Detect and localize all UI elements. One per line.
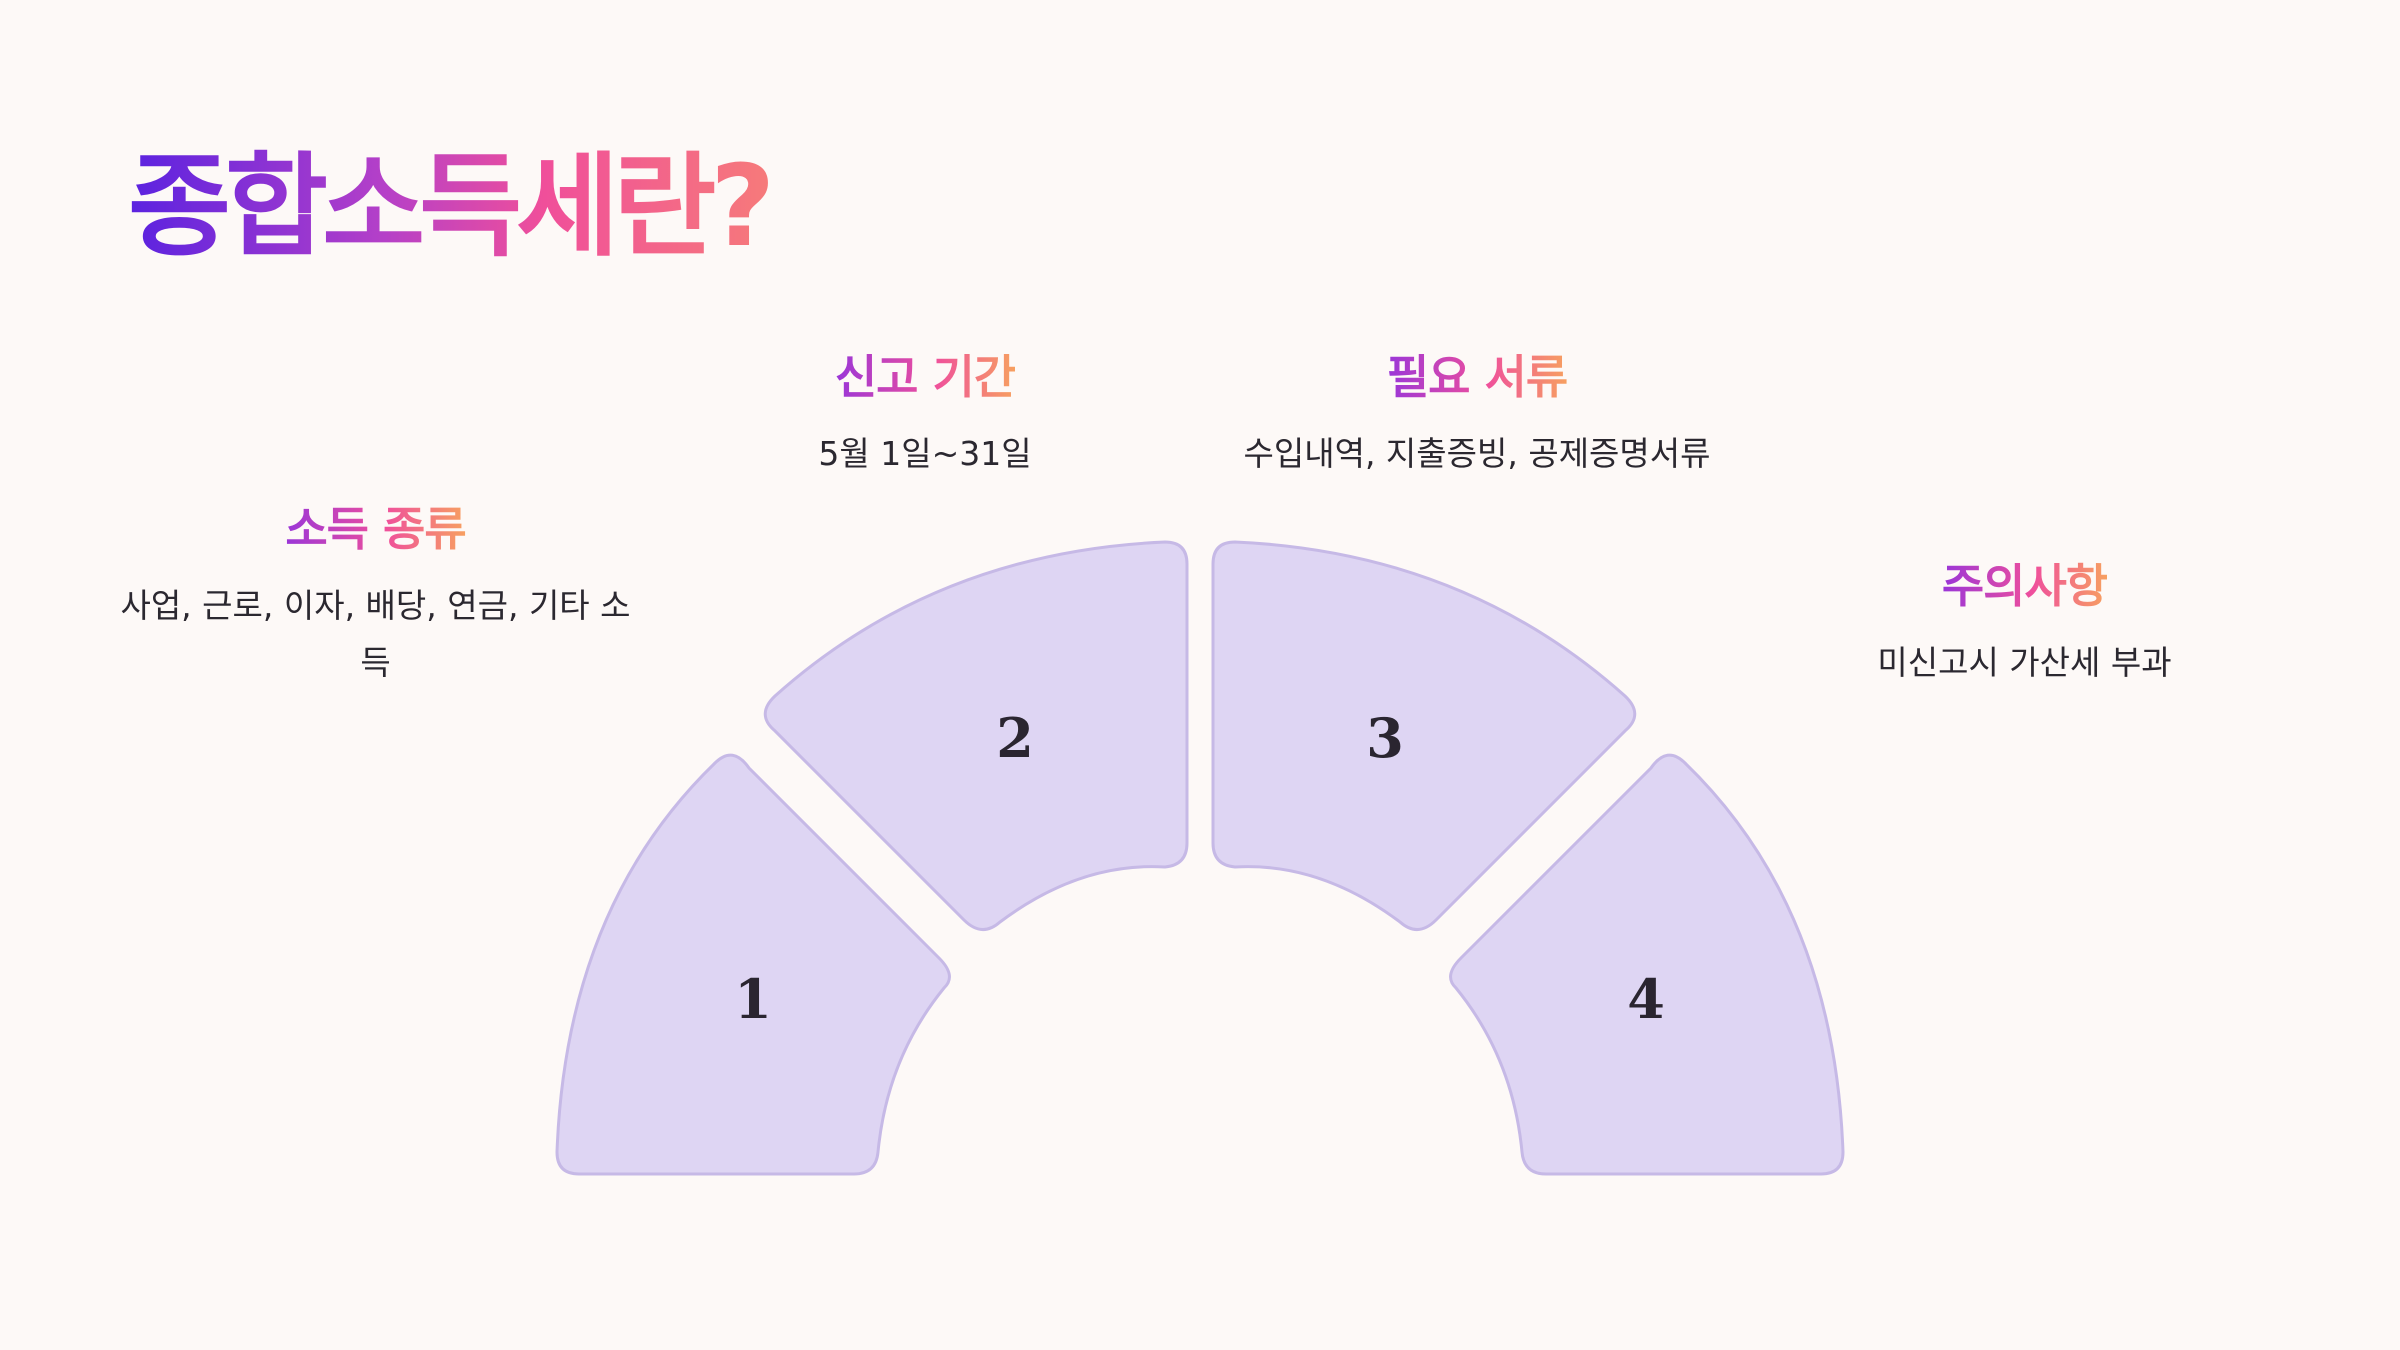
label-income-types-heading: 소득 종류 [285, 500, 466, 560]
segment-2-shape [763, 540, 1189, 931]
label-income-types-description: 사업, 근로, 이자, 배당, 연금, 기타 소득 [120, 585, 631, 682]
label-required-documents: 필요 서류 수입내역, 지출증빙, 공제증명서류 [1177, 348, 1777, 483]
page-title: 종합소득세란? [128, 140, 775, 274]
segment-4-shape [1449, 753, 1845, 1176]
segment-1-number: 1 [734, 967, 772, 1031]
segment-3-shape [1211, 540, 1637, 931]
label-cautions-description: 미신고시 가산세 부과 [1877, 642, 2172, 682]
label-filing-period-heading: 신고 기간 [835, 348, 1016, 408]
label-filing-period: 신고 기간 5월 1일~31일 [725, 348, 1125, 483]
label-required-documents-heading: 필요 서류 [1387, 348, 1568, 408]
segment-1-shape [555, 753, 951, 1176]
label-filing-period-description: 5월 1일~31일 [818, 433, 1032, 473]
segment-1[interactable]: 1 [555, 753, 951, 1176]
segment-2[interactable]: 2 [763, 540, 1189, 931]
label-cautions-heading: 주의사항 [1942, 557, 2108, 617]
segment-4[interactable]: 4 [1449, 753, 1845, 1176]
segment-3[interactable]: 3 [1211, 540, 1637, 931]
segment-3-number: 3 [1366, 706, 1404, 770]
label-required-documents-description: 수입내역, 지출증빙, 공제증명서류 [1243, 433, 1711, 473]
segment-4-number: 4 [1627, 967, 1665, 1031]
label-income-types: 소득 종류 사업, 근로, 이자, 배당, 연금, 기타 소득 [118, 500, 633, 691]
segment-2-number: 2 [996, 706, 1034, 770]
label-cautions: 주의사항 미신고시 가산세 부과 [1767, 557, 2282, 692]
